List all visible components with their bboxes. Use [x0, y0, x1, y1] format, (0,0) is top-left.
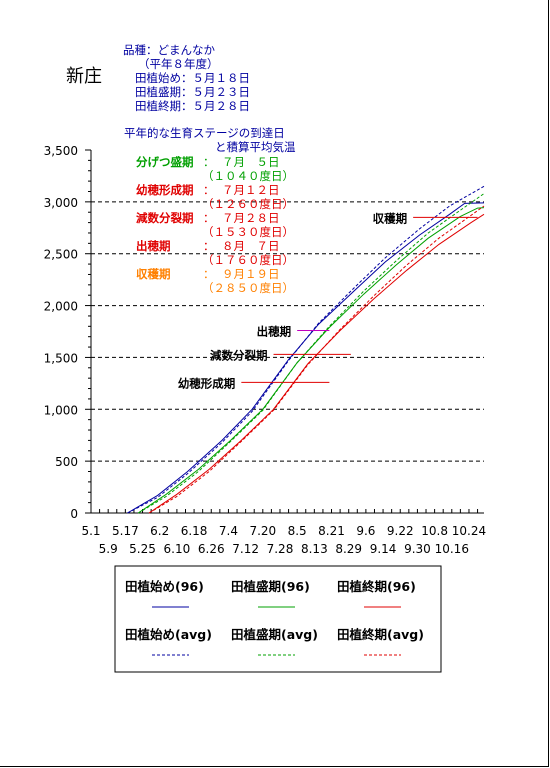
y-tick-label: 2,500 — [44, 248, 78, 262]
stage-separator: ： — [203, 155, 215, 169]
x-tick-label-top: 5.17 — [112, 524, 139, 538]
stage-separator: ： — [203, 183, 215, 197]
x-tick-label-top: 10.24 — [452, 524, 486, 538]
stage-name: 分げつ盛期 — [136, 155, 194, 169]
x-tick-label-bottom: 10.16 — [435, 542, 469, 556]
y-tick-label: 3,000 — [44, 196, 78, 210]
series-line-2 — [137, 207, 485, 514]
legend-label: 田植盛期(avg) — [231, 627, 318, 642]
place-name: 新庄 — [66, 66, 102, 87]
temp-note: と積算平均気温 — [215, 140, 296, 154]
y-tick-label: 1,500 — [44, 351, 78, 365]
x-tick-label-top: 5.1 — [81, 524, 100, 538]
stage-name: 収穫期 — [136, 267, 171, 281]
y-tick-label: 1,000 — [44, 403, 78, 417]
legend-label: 田植終期(96) — [337, 579, 416, 594]
stage-date: ９月１９日 — [222, 267, 280, 281]
stage-date: ８月 ７日 — [222, 239, 280, 253]
plant-end-label: 田植終期：５月２８日 — [135, 99, 250, 113]
stage-name: 減数分裂期 — [136, 211, 194, 225]
variety-label: 品種：どまんなか — [123, 43, 215, 57]
stage-separator: ： — [203, 267, 215, 281]
stage-degree-days: （１５３０度日） — [202, 225, 294, 239]
x-tick-label-top: 10.8 — [421, 524, 448, 538]
stage-title: 平年的な生育ステージの到達日 — [124, 126, 285, 140]
x-tick-label-top: 8.21 — [318, 524, 345, 538]
series-line-4 — [127, 185, 485, 514]
x-tick-label-bottom: 5.25 — [129, 542, 156, 556]
y-tick-label: 2,000 — [44, 300, 78, 314]
stage-marker-label: 幼穂形成期 — [178, 376, 236, 390]
x-tick-label-bottom: 8.29 — [335, 542, 362, 556]
x-tick-label-bottom: 9.14 — [370, 542, 397, 556]
x-tick-label-bottom: 6.26 — [198, 542, 225, 556]
x-tick-label-top: 7.4 — [219, 524, 238, 538]
series-line-5 — [137, 193, 485, 514]
plant-peak-label: 田植盛期：５月２３日 — [135, 85, 250, 99]
y-tick-label: 0 — [70, 507, 78, 521]
stage-date: ７月２８日 — [222, 211, 280, 225]
plant-start-label: 田植始め：５月１８日 — [135, 71, 250, 85]
stage-marker-label: 出穂期 — [257, 324, 292, 338]
y-tick-label: 3,500 — [44, 144, 78, 158]
stage-degree-days: （１０４０度日） — [202, 169, 294, 183]
year-label: （平年８年度） — [138, 57, 219, 71]
x-tick-label-bottom: 9.30 — [404, 542, 431, 556]
legend-label: 田植終期(avg) — [337, 627, 424, 642]
stage-separator: ： — [203, 211, 215, 225]
legend-box — [114, 565, 442, 673]
stage-degree-days: （１７６０度日） — [202, 253, 294, 267]
x-tick-label-bottom: 6.10 — [164, 542, 191, 556]
x-tick-label-top: 6.18 — [181, 524, 208, 538]
y-tick-label: 500 — [55, 455, 78, 469]
stage-degree-days: （２８５０度日） — [202, 281, 294, 295]
x-tick-label-top: 7.20 — [249, 524, 276, 538]
x-tick-label-bottom: 8.13 — [301, 542, 328, 556]
stage-marker-label: 減数分裂期 — [210, 348, 268, 362]
stage-degree-days: （１２６０度日） — [202, 197, 294, 211]
series-line-6 — [148, 205, 485, 514]
x-tick-label-bottom: 7.28 — [267, 542, 294, 556]
series-line-1 — [127, 202, 485, 514]
legend-label: 田植始め(96) — [125, 579, 204, 594]
legend-label: 田植盛期(96) — [231, 579, 310, 594]
x-tick-label-bottom: 7.12 — [232, 542, 259, 556]
stage-date: ７月１２日 — [222, 183, 280, 197]
stage-name: 幼穂形成期 — [136, 183, 194, 197]
stage-date: ７月 ５日 — [222, 155, 280, 169]
stage-marker-label: 収穫期 — [373, 211, 408, 225]
stage-name: 出穂期 — [136, 239, 171, 253]
legend-label: 田植始め(avg) — [125, 627, 212, 642]
x-tick-label-top: 8.5 — [288, 524, 307, 538]
x-tick-label-top: 6.2 — [150, 524, 169, 538]
stage-separator: ： — [203, 239, 215, 253]
x-tick-label-bottom: 5.9 — [99, 542, 118, 556]
x-tick-label-top: 9.22 — [387, 524, 414, 538]
x-tick-label-top: 9.6 — [356, 524, 375, 538]
